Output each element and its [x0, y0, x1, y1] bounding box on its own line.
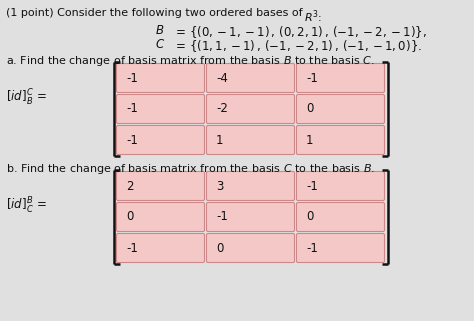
FancyBboxPatch shape: [117, 203, 204, 231]
Text: 0: 0: [216, 241, 223, 255]
FancyBboxPatch shape: [207, 64, 294, 92]
Text: (1 point) Consider the following two ordered bases of: (1 point) Consider the following two ord…: [6, 8, 310, 18]
Text: $=$: $=$: [173, 24, 186, 37]
Text: -1: -1: [126, 72, 138, 84]
FancyBboxPatch shape: [297, 64, 384, 92]
Text: $R^3$:: $R^3$:: [304, 8, 322, 25]
FancyBboxPatch shape: [297, 171, 384, 201]
FancyBboxPatch shape: [117, 171, 204, 201]
FancyBboxPatch shape: [297, 233, 384, 263]
FancyBboxPatch shape: [117, 94, 204, 124]
FancyBboxPatch shape: [297, 94, 384, 124]
Text: 2: 2: [126, 179, 134, 193]
Text: -1: -1: [306, 179, 318, 193]
Text: 1: 1: [306, 134, 313, 146]
Text: $C$: $C$: [155, 38, 165, 51]
Text: -1: -1: [126, 241, 138, 255]
Text: 0: 0: [306, 211, 313, 223]
Text: -1: -1: [216, 211, 228, 223]
Text: -1: -1: [126, 134, 138, 146]
FancyBboxPatch shape: [207, 203, 294, 231]
FancyBboxPatch shape: [117, 233, 204, 263]
Text: a. Find the change of basis matrix from the basis $B$ to the basis $C$.: a. Find the change of basis matrix from …: [6, 54, 375, 68]
Text: -2: -2: [216, 102, 228, 116]
Text: b. Find the change of basis matrix from the basis $C$ to the basis $B$.: b. Find the change of basis matrix from …: [6, 162, 375, 176]
FancyBboxPatch shape: [297, 126, 384, 154]
Text: 0: 0: [306, 102, 313, 116]
Text: $\{(1,1,-1)\,,\,(-1,-2,1)\,,\,(-1,-1,0)\}.$: $\{(1,1,-1)\,,\,(-1,-2,1)\,,\,(-1,-1,0)\…: [189, 38, 422, 54]
Text: -4: -4: [216, 72, 228, 84]
Text: $=$: $=$: [173, 38, 186, 51]
FancyBboxPatch shape: [207, 233, 294, 263]
Text: -1: -1: [306, 72, 318, 84]
FancyBboxPatch shape: [117, 126, 204, 154]
Text: $B$: $B$: [155, 24, 164, 37]
Text: $\{(0,-1,-1)\,,\,(0,2,1)\,,\,(-1,-2,-1)\},$: $\{(0,-1,-1)\,,\,(0,2,1)\,,\,(-1,-2,-1)\…: [189, 24, 427, 40]
FancyBboxPatch shape: [207, 126, 294, 154]
Text: -1: -1: [126, 102, 138, 116]
FancyBboxPatch shape: [117, 64, 204, 92]
FancyBboxPatch shape: [207, 94, 294, 124]
Text: $\left[id\right]^B_C\,=$: $\left[id\right]^B_C\,=$: [6, 196, 47, 216]
FancyBboxPatch shape: [207, 171, 294, 201]
Text: 1: 1: [216, 134, 224, 146]
Text: 3: 3: [216, 179, 223, 193]
Text: $\left[id\right]^C_B\,=$: $\left[id\right]^C_B\,=$: [6, 88, 47, 108]
Text: -1: -1: [306, 241, 318, 255]
FancyBboxPatch shape: [297, 203, 384, 231]
Text: 0: 0: [126, 211, 133, 223]
